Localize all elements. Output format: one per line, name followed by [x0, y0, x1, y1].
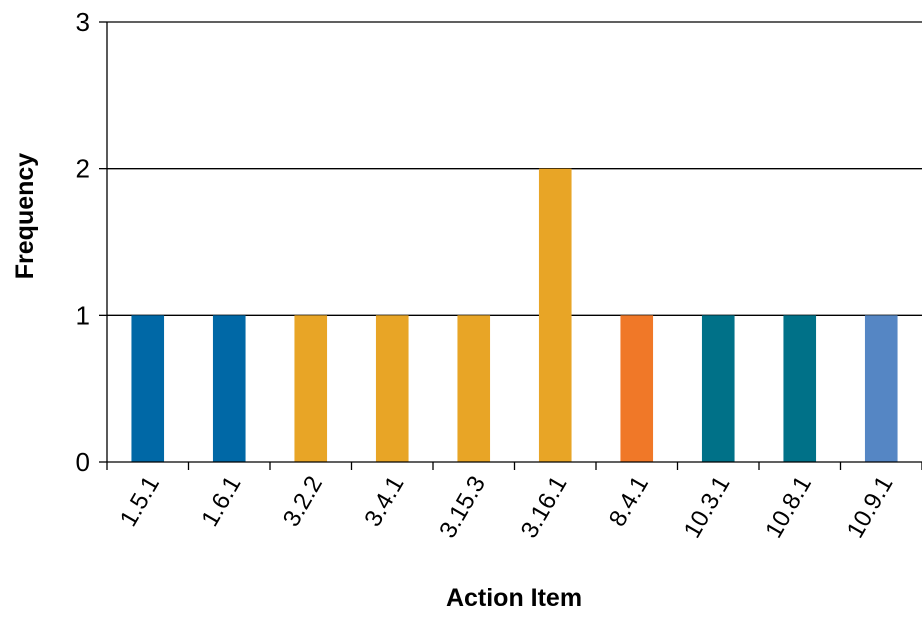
x-tick-label: 1.6.1: [196, 472, 246, 532]
bar-1.6.1: [212, 315, 246, 462]
bar-8.4.1: [620, 315, 654, 462]
axes: [99, 21, 922, 470]
y-tick-labels: 0 1 2 3: [76, 7, 90, 477]
bar-3.4.1: [375, 315, 409, 462]
x-tick-label: 3.15.3: [434, 472, 491, 543]
y-axis-title: Frequency: [11, 153, 39, 280]
x-tick-labels: 1.5.1 1.6.1 3.2.2 3.4.1 3.15.3 3.16.1 8.4.1 10.…: [115, 472, 899, 543]
y-tick-label: 3: [76, 7, 90, 37]
bar-1.5.1: [131, 315, 165, 462]
bar-3.16.1: [538, 168, 572, 462]
bar-3.15.3: [457, 315, 491, 462]
x-tick-label: 3.4.1: [359, 472, 409, 532]
x-tick-label: 8.4.1: [604, 472, 654, 532]
x-axis-title: Action Item: [446, 584, 582, 612]
y-tick-label: 1: [76, 300, 90, 330]
x-tick-label: 3.2.2: [278, 472, 328, 532]
x-tick-label: 3.16.1: [516, 472, 573, 543]
bar-3.2.2: [294, 315, 328, 462]
bars: [131, 168, 898, 462]
x-tick-label: 1.5.1: [115, 472, 165, 532]
y-tick-label: 2: [76, 154, 90, 184]
bar-10.3.1: [701, 315, 735, 462]
gridlines: [107, 21, 922, 316]
y-tick-label: 0: [76, 447, 90, 477]
bar-10.9.1: [864, 315, 898, 462]
x-tick-label: 10.3.1: [679, 472, 736, 543]
x-tick-label: 10.9.1: [842, 472, 899, 543]
x-tick-label: 10.8.1: [760, 472, 817, 543]
bar-10.8.1: [783, 315, 817, 462]
